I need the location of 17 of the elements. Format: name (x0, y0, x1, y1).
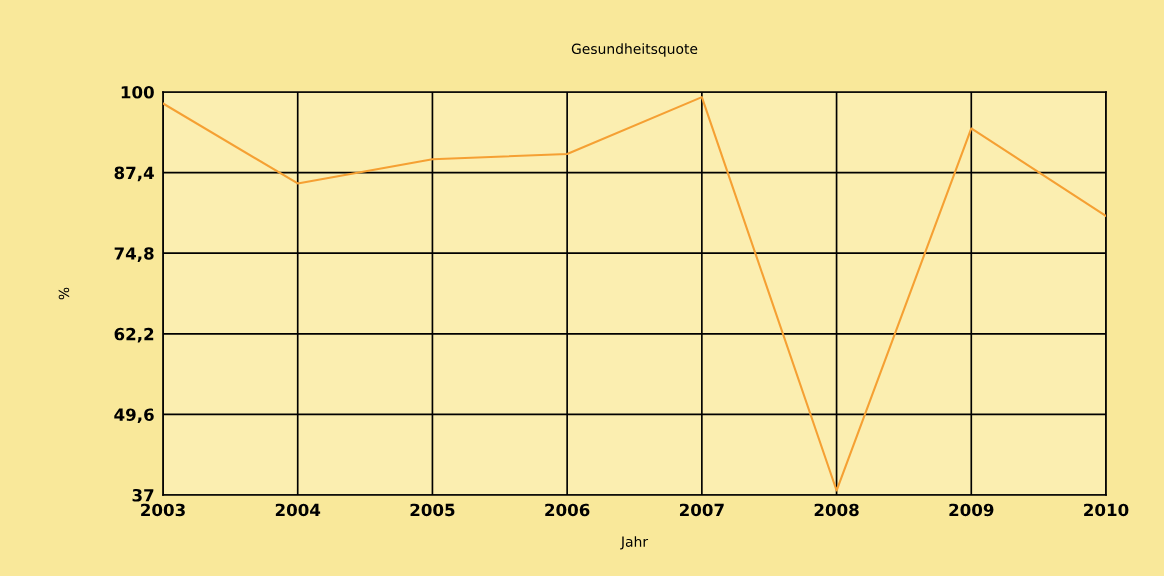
y-tick-label: 100 (121, 85, 154, 99)
x-tick-label: 2004 (275, 503, 321, 517)
y-tick-label: 74,8 (114, 247, 154, 262)
x-tick-label: 2005 (410, 503, 455, 517)
y-tick-label: 37 (132, 488, 154, 502)
x-tick-label: 2007 (679, 503, 724, 517)
x-tick-label: 2003 (141, 503, 185, 517)
x-tick-label: 2006 (545, 503, 590, 517)
x-axis-title: Jahr (620, 536, 649, 550)
y-axis-title: % (58, 287, 70, 300)
y-tick-label: 49,6 (114, 408, 154, 424)
x-tick-label: 2008 (814, 503, 859, 517)
chart-title: Gesundheitsquote (571, 43, 698, 57)
x-tick-label: 2009 (949, 503, 994, 517)
x-tick-label: 2010 (1084, 503, 1129, 517)
y-tick-label: 87,4 (114, 166, 154, 182)
y-tick-label: 62,2 (114, 327, 154, 343)
